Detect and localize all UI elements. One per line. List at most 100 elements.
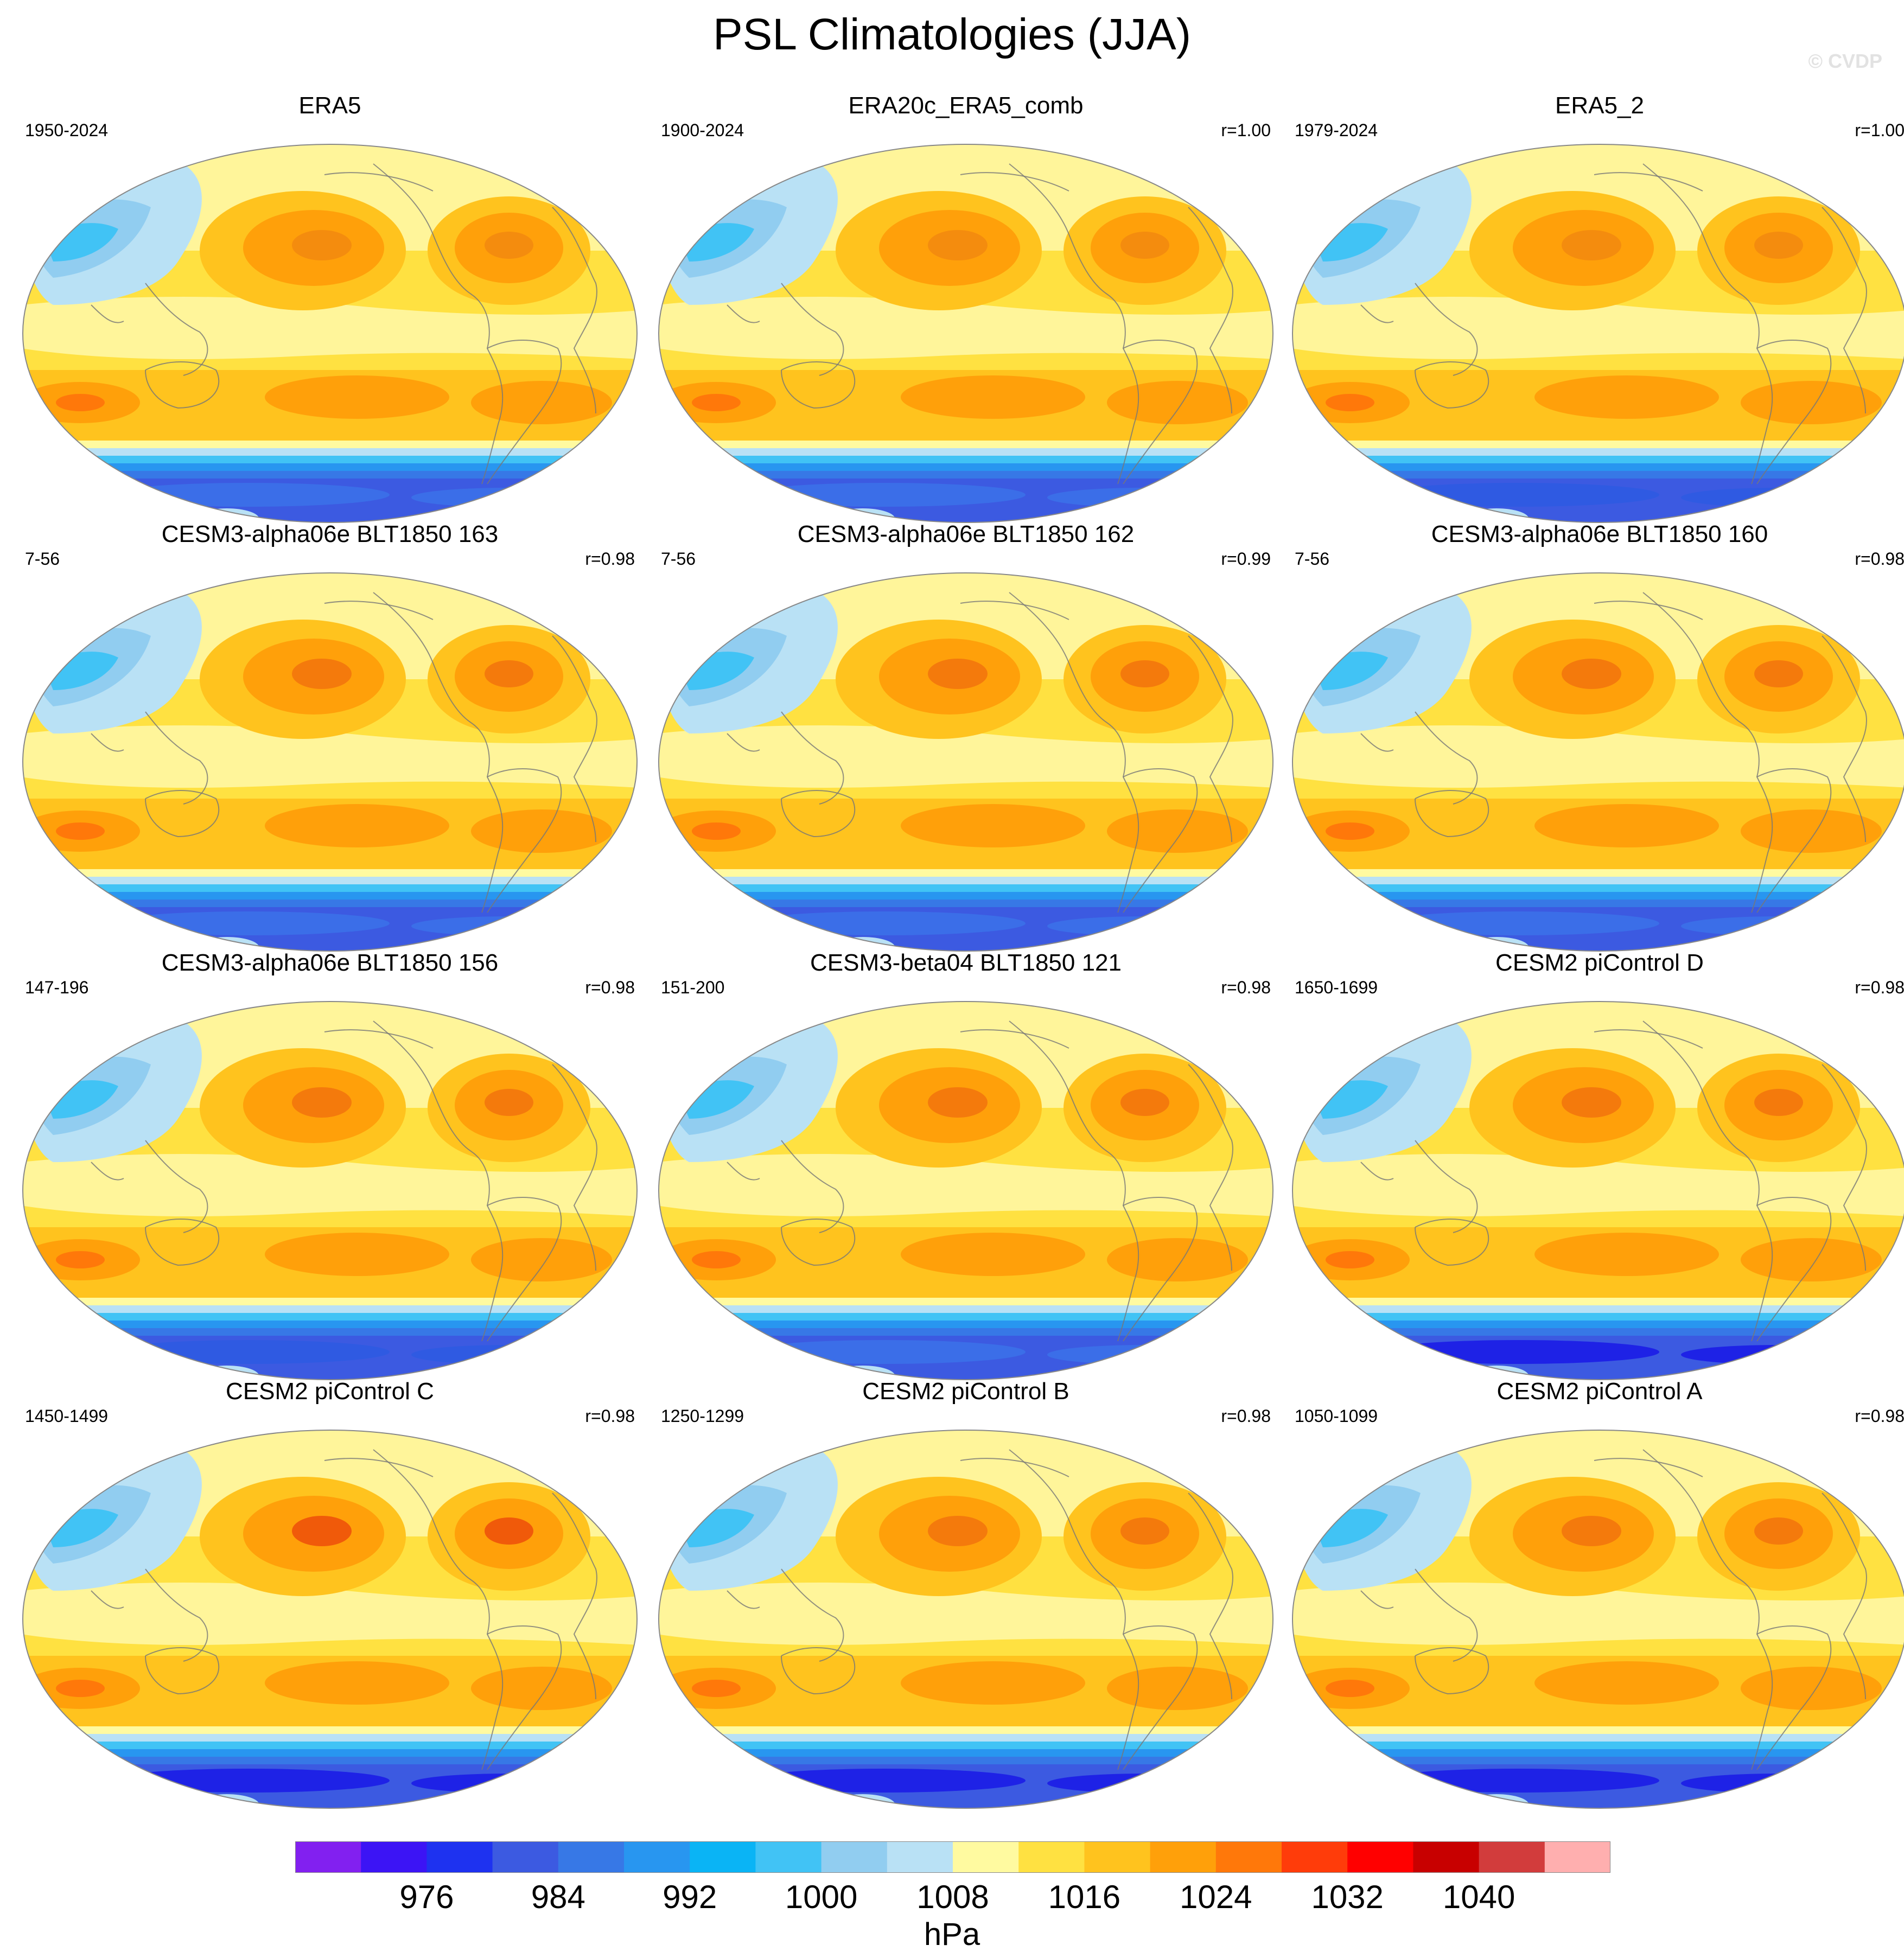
azores-high-core <box>485 660 533 687</box>
coastline <box>960 1458 1069 1477</box>
panel-correlation: r=0.98 <box>1855 978 1904 997</box>
colorbar-swatch <box>558 1841 625 1873</box>
coastline <box>324 1458 434 1477</box>
southern-ocean-band <box>1292 1726 1904 1735</box>
panel-title: ERA5_2 <box>1555 92 1644 119</box>
coastline <box>727 1590 760 1609</box>
coastline <box>487 1625 562 1770</box>
sh-high-indian-core <box>692 1251 741 1268</box>
southern-ocean-band <box>659 1734 1273 1743</box>
north-pacific-high-core <box>292 659 352 689</box>
southern-ocean-band <box>659 463 1273 472</box>
colorbar-swatch <box>1282 1841 1348 1873</box>
coastline <box>145 283 208 376</box>
coastline <box>324 1029 434 1049</box>
colorbar-tick-label: 976 <box>399 1879 454 1915</box>
southern-ocean-band <box>23 1305 637 1314</box>
psl-map <box>658 572 1273 952</box>
southern-ocean-band <box>1292 1734 1904 1743</box>
coastline <box>781 790 856 838</box>
antarctic-patch <box>219 1801 245 1808</box>
coastline <box>727 304 760 323</box>
southern-ocean-band <box>659 1757 1273 1765</box>
colorbar-swatch <box>1544 1841 1610 1873</box>
panel-correlation: r=0.98 <box>1221 978 1271 997</box>
coastline <box>487 340 562 484</box>
coastline <box>91 1590 124 1609</box>
panel-title: CESM3-alpha06e BLT1850 156 <box>161 949 499 976</box>
sh-high-indian-core <box>1326 394 1374 411</box>
coastline <box>1009 1021 1139 1342</box>
coastline <box>960 601 1069 620</box>
coastline <box>727 1162 760 1181</box>
southern-ocean-band <box>23 1734 637 1743</box>
sh-high-pacific <box>1534 1661 1719 1705</box>
tropical-pale-band <box>23 1154 637 1216</box>
panel-period: 147-196 <box>25 978 89 997</box>
map-panel: CESM3-alpha06e BLT1850 160 7-56 r=0.98 <box>1285 521 1904 952</box>
colorbar-swatch <box>1084 1841 1151 1873</box>
sh-high-indian-core <box>692 394 741 411</box>
southern-ocean-band <box>659 1305 1273 1314</box>
coastline <box>1594 1458 1703 1477</box>
coastline <box>1123 340 1198 484</box>
southern-ocean-band <box>659 869 1273 878</box>
southern-low-core <box>1681 1345 1876 1364</box>
southern-ocean-band <box>1292 1305 1904 1314</box>
southern-low-core <box>1681 488 1876 507</box>
psl-map <box>22 144 638 523</box>
coastline <box>91 733 124 752</box>
southern-ocean-band <box>1292 892 1904 901</box>
southern-ocean-band <box>1292 1742 1904 1750</box>
coastline <box>1756 1197 1832 1342</box>
coastline <box>781 1568 844 1662</box>
southern-ocean-band <box>23 877 637 885</box>
panel-period: 1250-1299 <box>661 1406 744 1426</box>
sh-high-atlantic <box>1107 1667 1248 1710</box>
southern-ocean-band <box>1292 1313 1904 1322</box>
coastline <box>1188 1493 1233 1700</box>
tropical-pale-band <box>1292 1583 1904 1645</box>
southern-ocean-band <box>659 1328 1273 1337</box>
panel-correlation: r=1.00 <box>1855 120 1904 140</box>
sh-high-atlantic <box>471 381 612 424</box>
coastline <box>1642 163 1773 484</box>
southern-ocean-band <box>659 1749 1273 1758</box>
coastline <box>487 1197 562 1342</box>
southern-ocean-band <box>1292 1328 1904 1337</box>
sh-high-atlantic <box>471 1238 612 1281</box>
southern-ocean-band <box>23 448 637 457</box>
map-outline <box>658 1001 1273 1380</box>
southern-ocean-band <box>1292 1757 1904 1765</box>
coastline <box>1756 340 1832 484</box>
southern-ocean-band <box>1292 877 1904 885</box>
southern-ocean-band <box>659 1321 1273 1329</box>
southern-low-core <box>1047 916 1243 936</box>
southern-ocean-band <box>23 869 637 878</box>
tropical-pale-band <box>659 1583 1273 1645</box>
map-panel: ERA5_2 1979-2024 r=1.00 <box>1285 92 1904 523</box>
coastline <box>1642 1449 1773 1770</box>
psl-map <box>1292 572 1904 952</box>
coastline <box>373 1449 504 1770</box>
map-panel: ERA5 1950-2024 <box>15 92 645 523</box>
coastline <box>1415 283 1478 376</box>
north-pacific-high-core <box>1562 230 1621 260</box>
coastline <box>552 1493 597 1700</box>
sh-high-indian-core <box>692 822 741 840</box>
coastline <box>552 207 597 414</box>
colorbar-unit-label: hPa <box>924 1917 980 1952</box>
psl-map <box>1292 1001 1904 1380</box>
coastline <box>373 592 504 913</box>
sh-high-indian-core <box>56 394 105 411</box>
southern-low-core <box>1047 488 1243 507</box>
sh-high-atlantic <box>471 809 612 853</box>
sh-high-indian-core <box>56 1680 105 1697</box>
southern-ocean-band <box>1292 1298 1904 1306</box>
southern-low-core <box>411 488 607 507</box>
map-outline <box>658 572 1273 952</box>
southern-ocean-band <box>23 1757 637 1765</box>
panel-period: 7-56 <box>25 549 60 569</box>
azores-high-core <box>1120 660 1169 687</box>
southern-ocean-band <box>659 900 1273 908</box>
